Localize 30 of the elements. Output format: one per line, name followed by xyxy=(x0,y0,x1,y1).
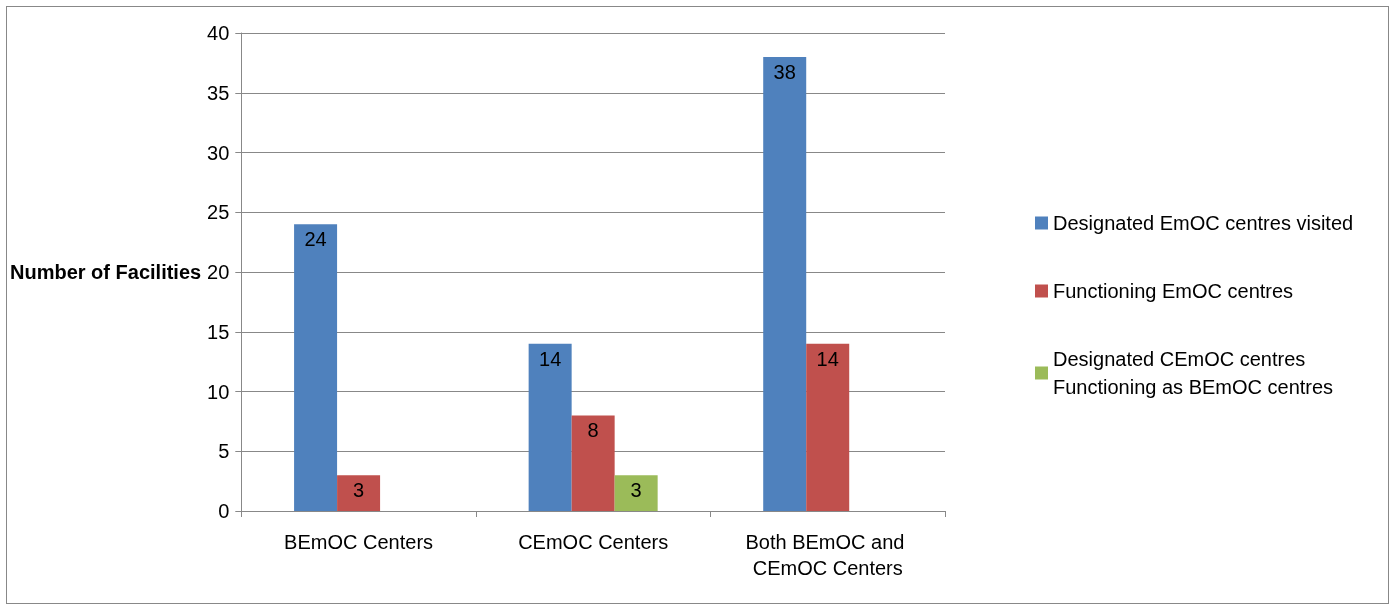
bar xyxy=(337,475,381,511)
x-tick-label: Both BEmOC and CEmOC Centers xyxy=(745,531,910,579)
bar xyxy=(806,343,850,511)
y-tick-label: 30 xyxy=(207,141,230,164)
data-label: 8 xyxy=(587,419,599,442)
x-tick-label: BEmOC Centers xyxy=(284,531,434,553)
legend-label: Designated CEmOC centres Functioning as BEmOC centres xyxy=(1053,348,1334,398)
bar xyxy=(763,56,807,511)
y-axis-title: Number of Facilities xyxy=(10,261,202,283)
y-tick-label: 25 xyxy=(207,201,230,224)
data-label: 14 xyxy=(816,347,839,370)
y-tick-label: 20 xyxy=(207,261,230,283)
bar xyxy=(528,343,572,511)
y-tick-label: 15 xyxy=(207,320,230,343)
y-tick-label: 5 xyxy=(218,440,230,463)
bar xyxy=(614,475,658,511)
y-tick-label: 40 xyxy=(207,22,230,44)
data-label: 38 xyxy=(773,60,796,83)
legend-label: Designated EmOC centres visited xyxy=(1053,212,1354,234)
y-tick-label: 35 xyxy=(207,81,230,104)
y-tick-label: 10 xyxy=(207,380,230,403)
data-label: 14 xyxy=(539,347,562,370)
data-label: 3 xyxy=(630,479,642,502)
bar xyxy=(294,224,338,511)
data-label: 3 xyxy=(353,479,365,502)
legend-label: Functioning EmOC centres xyxy=(1053,280,1294,302)
data-label: 24 xyxy=(304,228,327,251)
x-tick-label: CEmOC Centers xyxy=(518,531,669,553)
y-tick-label: 0 xyxy=(218,500,230,522)
bar xyxy=(571,415,615,511)
